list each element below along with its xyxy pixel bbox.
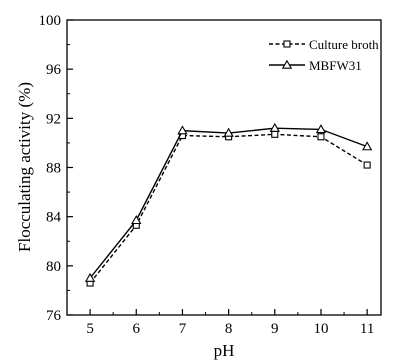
data-point (223, 127, 234, 137)
y-tick-label: 88 (46, 161, 61, 177)
y-tick-label: 76 (46, 308, 62, 324)
legend-entry: MBFW31 (269, 58, 362, 73)
legend: Culture broth MBFW31 (269, 37, 379, 73)
x-tick-label: 11 (360, 321, 374, 337)
series-layer (84, 122, 373, 287)
y-tick-label: 80 (46, 259, 61, 275)
series-line (89, 127, 368, 279)
series-mbfw31 (84, 122, 373, 282)
x-tick-label: 10 (313, 321, 328, 337)
x-tick-label: 8 (225, 321, 233, 337)
legend-marker (283, 40, 291, 48)
data-point (84, 272, 96, 282)
x-tick-label: 7 (179, 321, 187, 337)
data-point (363, 161, 371, 169)
legend-marker (281, 59, 293, 69)
x-tick-label: 9 (271, 321, 279, 337)
x-axis-title: pH (214, 341, 235, 360)
data-point (361, 141, 373, 151)
data-point (177, 125, 188, 135)
data-point (131, 215, 142, 225)
y-axis-title: Flocculating activity (%) (15, 82, 34, 252)
legend-entry: Culture broth (269, 37, 379, 52)
x-tick-label: 6 (133, 321, 141, 337)
legend-label: MBFW31 (309, 58, 362, 73)
y-tick-label: 96 (46, 62, 62, 78)
axis-tick-labels: 5 6 7 8 9 10 11 76 80 84 88 92 96 100 (39, 13, 375, 337)
series-culture-broth (86, 130, 371, 287)
data-point (269, 122, 280, 132)
x-tick-label: 5 (86, 321, 94, 337)
series-line (89, 133, 368, 284)
data-point (271, 130, 279, 138)
y-tick-label: 84 (46, 210, 62, 226)
legend-label: Culture broth (309, 37, 379, 52)
data-point (317, 133, 325, 141)
y-tick-label: 92 (46, 111, 61, 127)
y-tick-label: 100 (39, 13, 62, 29)
data-point (315, 124, 327, 134)
axis-ticks (67, 19, 368, 316)
